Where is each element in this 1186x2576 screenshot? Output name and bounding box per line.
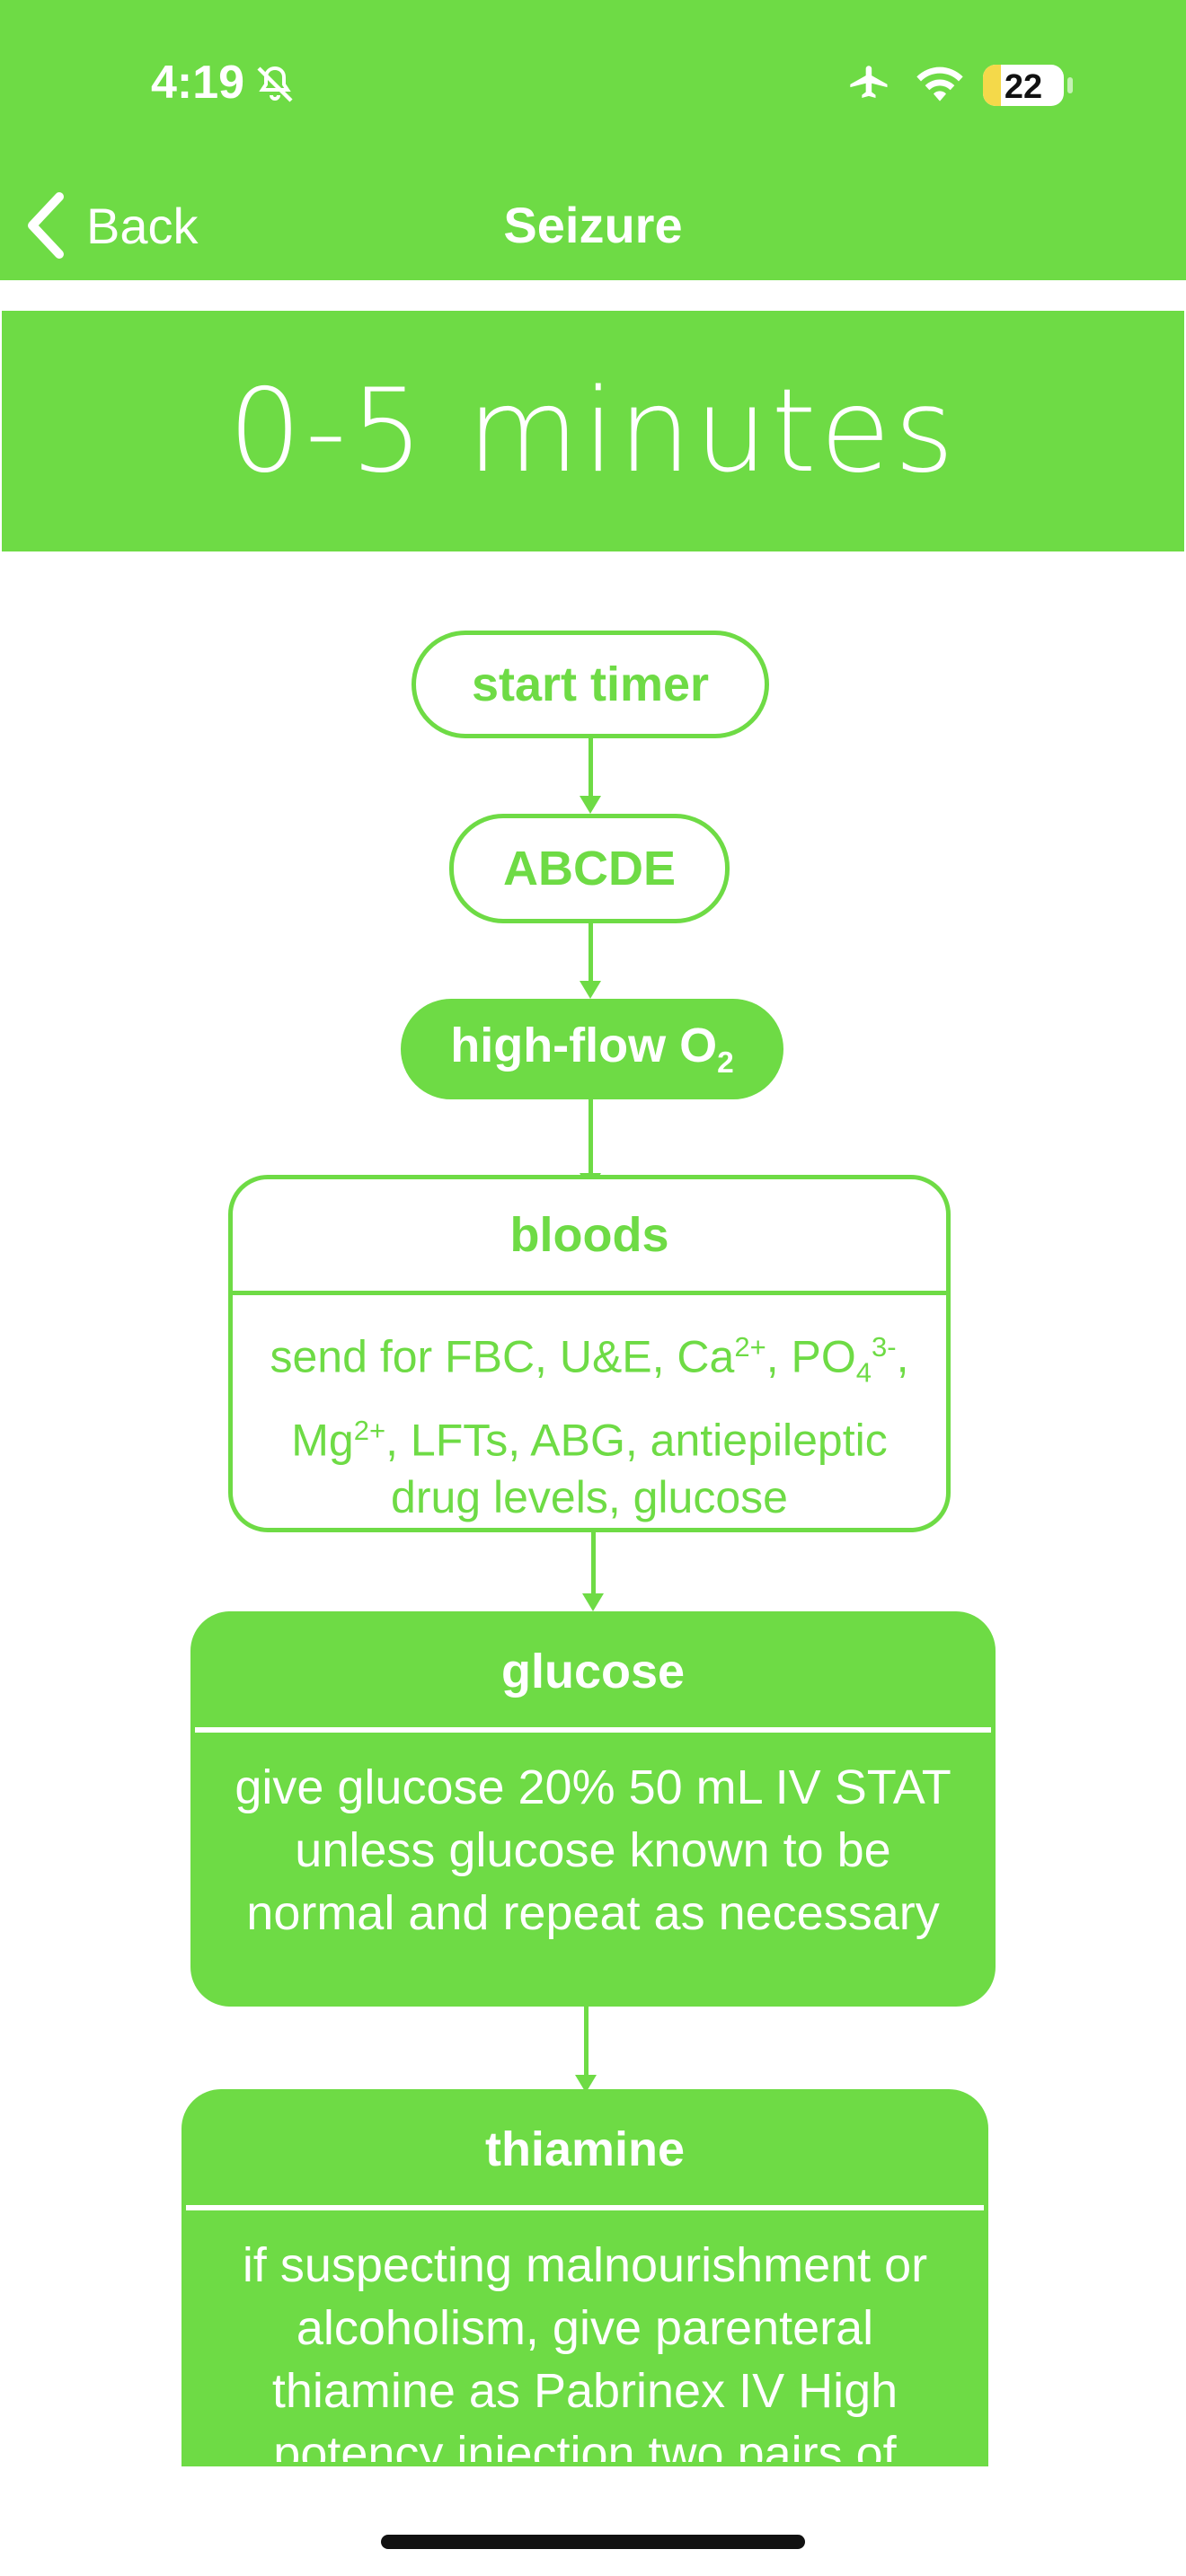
bloods-text-b: , PO [766, 1331, 856, 1382]
arrow-down-icon [580, 796, 601, 814]
airplane-icon [850, 66, 888, 98]
bloods-text-a: send for FBC, U&E, Ca [270, 1331, 735, 1382]
highflow-text: high-flow O [450, 1019, 718, 1073]
start-timer-node[interactable]: start timer [412, 631, 769, 738]
arrow-down-icon [582, 1593, 604, 1611]
home-indicator[interactable] [381, 2535, 805, 2549]
highflow-subscript: 2 [717, 1045, 734, 1080]
bloods-po-sup: 3- [872, 1331, 897, 1363]
battery-indicator: 22 [983, 65, 1064, 106]
start-timer-label: start timer [471, 657, 710, 711]
glucose-title: glucose [195, 1616, 991, 1733]
connector [589, 1099, 593, 1177]
thiamine-body: if suspecting malnourishment or alcoholi… [242, 2238, 928, 2466]
connector [589, 738, 593, 799]
bloods-mg-sup: 2+ [353, 1414, 386, 1446]
bell-slash-icon [257, 66, 293, 102]
back-label: Back [86, 197, 199, 254]
bloods-card[interactable]: bloods send for FBC, U&E, Ca2+, PO43-, M… [228, 1175, 951, 1532]
bloods-po-sub: 4 [855, 1356, 872, 1389]
battery-level: 22 [1004, 68, 1043, 106]
arrow-down-icon [575, 2075, 597, 2093]
highflow-label: high-flow O2 [450, 1018, 734, 1081]
status-time: 4:19 [151, 57, 245, 109]
nav-bar: Back Seizure [0, 171, 1186, 280]
abcde-node[interactable]: ABCDE [449, 814, 730, 923]
back-button[interactable]: Back [23, 171, 199, 280]
wifi-icon [916, 66, 963, 101]
bloods-text-d: , LFTs, ABG, antiepileptic drug levels, … [385, 1415, 888, 1523]
chevron-left-icon [28, 192, 64, 259]
bloods-body: send for FBC, U&E, Ca2+, PO43-, Mg2+, LF… [233, 1295, 946, 1526]
status-bar: 4:19 22 [0, 0, 1186, 171]
bloods-ca-sup: 2+ [734, 1331, 766, 1363]
banner-title: 0-5 minutes [228, 364, 958, 498]
time-window-banner: 0-5 minutes [2, 311, 1184, 551]
thiamine-title: thiamine [186, 2094, 984, 2210]
connector [591, 1532, 596, 1595]
battery-cap [1067, 77, 1073, 93]
battery-fill [983, 65, 1001, 106]
connector [584, 2007, 589, 2078]
bloods-title: bloods [233, 1179, 946, 1295]
header: 4:19 22 Back Seizure [0, 0, 1186, 280]
bloods-text-c: , Mg [291, 1331, 909, 1466]
page-title: Seizure [503, 197, 683, 253]
thiamine-card[interactable]: thiamine if suspecting malnourishment or… [181, 2089, 988, 2466]
connector [589, 923, 593, 983]
glucose-card[interactable]: glucose give glucose 20% 50 mL IV STAT u… [190, 1611, 996, 2007]
highflow-o2-node[interactable]: high-flow O2 [401, 999, 783, 1099]
glucose-body: give glucose 20% 50 mL IV STAT unless gl… [235, 1760, 951, 1940]
abcde-label: ABCDE [502, 842, 676, 895]
arrow-down-icon [580, 981, 601, 999]
